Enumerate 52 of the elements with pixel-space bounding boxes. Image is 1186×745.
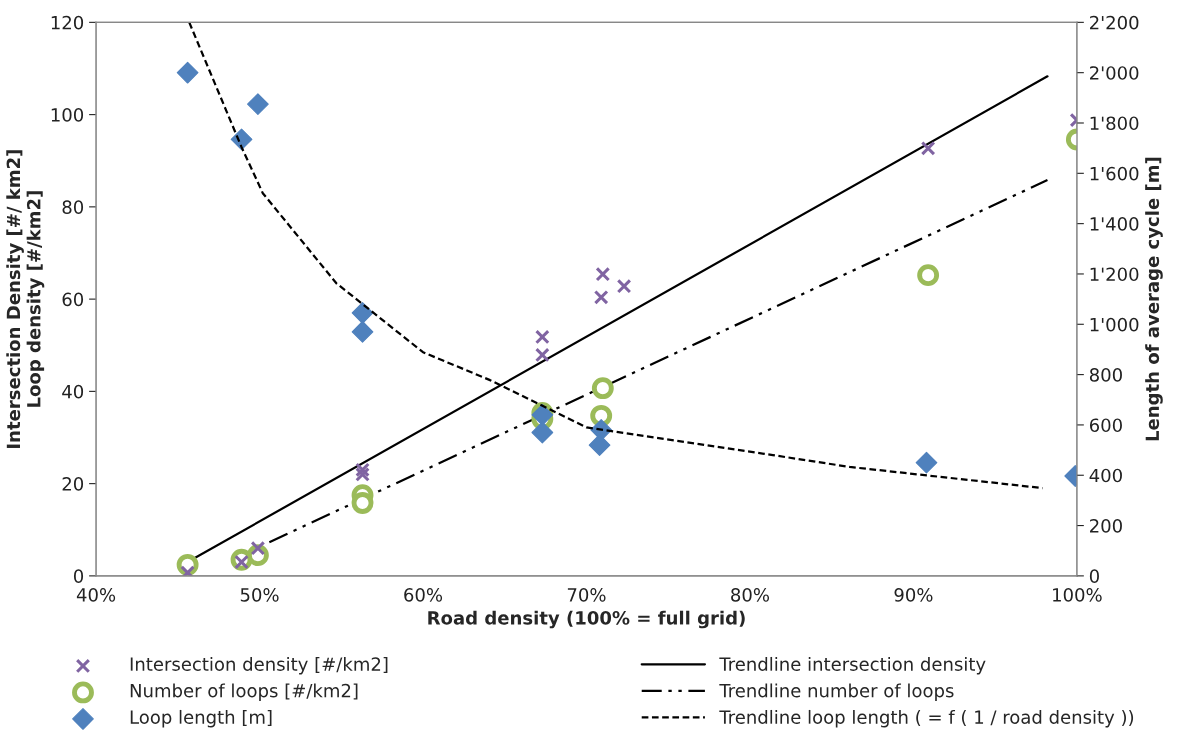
y2-axis-title: Length of average cycle [m] — [1145, 157, 1163, 441]
y-tick-label: 60 — [62, 292, 84, 307]
legend-label: Intersection density [#/km2] — [130, 656, 388, 675]
point — [917, 264, 940, 287]
point — [355, 462, 370, 478]
point — [595, 266, 611, 282]
y-tick-label: 40 — [62, 384, 84, 399]
y-tick-label: 100 — [51, 108, 84, 122]
y-tick-label: 0 — [73, 569, 84, 583]
y2-tick-label: 200 — [1090, 519, 1122, 533]
y-tick-label: 20 — [62, 477, 84, 491]
y2-tick-label: 0 — [1089, 569, 1099, 583]
y2-tick-label: 2'000 — [1090, 66, 1139, 80]
point — [535, 329, 550, 345]
y2-tick-label: 1'400 — [1090, 217, 1139, 231]
x-axis-title: Road density (100% = full grid) — [428, 610, 745, 629]
y2-tick-label: 2'200 — [1090, 15, 1139, 30]
y2-tick-label: 400 — [1089, 468, 1122, 483]
point — [351, 492, 374, 514]
y-axis-title: Intersection Density [#/ km2] Loop density [#/km2] — [6, 150, 45, 448]
x-tick-label: 90% — [894, 588, 933, 602]
y2-tick-label: 600 — [1089, 418, 1122, 433]
y2-tick-label: 800 — [1089, 368, 1122, 382]
x-tick-label: 60% — [404, 588, 443, 602]
x-tick-label: 70% — [567, 588, 606, 602]
point — [920, 140, 936, 156]
point — [915, 451, 938, 474]
point — [531, 421, 554, 444]
y2-tick-label: 1'800 — [1090, 116, 1139, 131]
legend-label: Trendline loop length ( = f ( 1 / road density )) — [719, 709, 1134, 728]
legend-label: Loop length [m] — [130, 709, 272, 728]
point — [535, 347, 550, 363]
point — [351, 302, 374, 324]
y2-tick-label: 1'000 — [1090, 317, 1139, 332]
point — [591, 377, 614, 400]
point — [616, 278, 632, 294]
point — [176, 61, 199, 84]
point — [247, 93, 269, 116]
x-tick-label: 100% — [1053, 588, 1102, 602]
y2-tick-label: 1'600 — [1090, 166, 1139, 181]
y-tick-label: 80 — [62, 200, 84, 214]
legend-label: Trendline number of loops — [719, 683, 954, 701]
point — [351, 320, 374, 343]
x-tick-label: 40% — [76, 588, 116, 602]
x-tick-label: 50% — [240, 588, 279, 602]
legend-label: Number of loops [#/km2] — [130, 683, 358, 701]
x-tick-label: 80% — [731, 588, 770, 602]
y2-tick-label: 1'200 — [1090, 267, 1139, 282]
legend-label: Trendline intersection density — [719, 656, 986, 675]
point — [593, 289, 609, 305]
point — [588, 434, 611, 456]
y-tick-label: 120 — [51, 15, 84, 30]
